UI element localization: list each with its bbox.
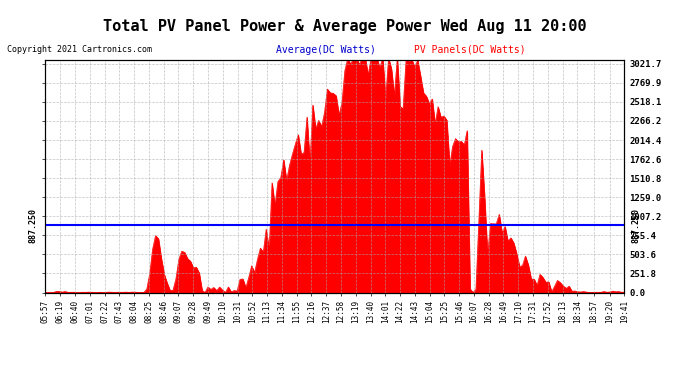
Text: Total PV Panel Power & Average Power Wed Aug 11 20:00: Total PV Panel Power & Average Power Wed… bbox=[104, 19, 586, 34]
Text: Copyright 2021 Cartronics.com: Copyright 2021 Cartronics.com bbox=[7, 45, 152, 54]
Text: 887.250: 887.250 bbox=[29, 208, 38, 243]
Text: PV Panels(DC Watts): PV Panels(DC Watts) bbox=[414, 45, 526, 55]
Text: Average(DC Watts): Average(DC Watts) bbox=[276, 45, 376, 55]
Text: 887.250: 887.250 bbox=[631, 208, 640, 243]
